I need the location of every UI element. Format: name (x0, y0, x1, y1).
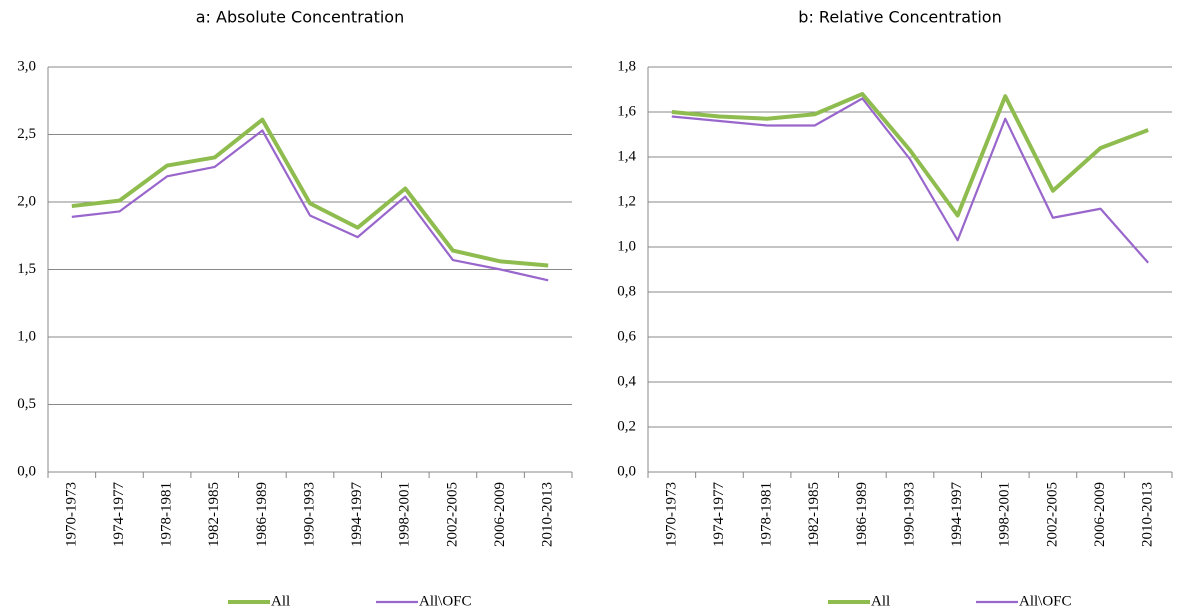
y-tick-label: 3,0 (17, 58, 36, 74)
y-tick-label: 1,8 (617, 58, 636, 74)
x-tick-label: 1998-2001 (397, 482, 413, 547)
y-tick-label: 0,0 (617, 463, 636, 479)
y-tick-label: 0,6 (617, 328, 636, 344)
x-tick-label: 1994-1997 (949, 482, 965, 547)
x-tick-label: 2010-2013 (1140, 482, 1156, 547)
x-tick-label: 1990-1993 (901, 482, 917, 547)
legend-label: All\OFC (1019, 593, 1072, 609)
y-tick-label: 2,0 (17, 193, 36, 209)
chart-title: a: Absolute Concentration (196, 8, 404, 27)
x-tick-label: 1994-1997 (349, 482, 365, 547)
x-tick-label: 2002-2005 (1044, 482, 1060, 547)
x-tick-label: 1978-1981 (159, 482, 175, 547)
y-tick-label: 1,4 (617, 148, 636, 164)
y-tick-label: 0,5 (17, 396, 36, 412)
y-tick-label: 0,0 (17, 463, 36, 479)
legend-label: All (871, 593, 890, 609)
y-tick-label: 0,4 (617, 373, 636, 389)
x-tick-label: 1970-1973 (63, 482, 79, 547)
x-tick-label: 2002-2005 (444, 482, 460, 547)
series-line (71, 117, 549, 268)
legend-label: All (271, 593, 290, 609)
y-tick-label: 1,0 (617, 238, 636, 254)
x-tick-label: 1978-1981 (759, 482, 775, 547)
x-tick-label: 1974-1977 (711, 482, 727, 547)
y-tick-label: 1,2 (617, 193, 636, 209)
series-line (671, 92, 1149, 218)
y-tick-label: 1,0 (17, 328, 36, 344)
x-tick-label: 2006-2009 (492, 482, 508, 547)
x-tick-label: 2006-2009 (1092, 482, 1108, 547)
y-tick-label: 1,5 (17, 261, 36, 277)
legend-label: All\OFC (419, 593, 472, 609)
x-tick-label: 1986-1989 (854, 482, 870, 547)
series-line (71, 129, 549, 282)
x-tick-label: 1982-1985 (806, 482, 822, 547)
x-tick-label: 1974-1977 (111, 482, 127, 547)
y-tick-label: 0,8 (617, 283, 636, 299)
x-tick-label: 1986-1989 (254, 482, 270, 547)
y-tick-label: 2,5 (17, 126, 36, 142)
y-tick-label: 1,6 (617, 103, 636, 119)
x-tick-label: 1970-1973 (663, 482, 679, 547)
x-tick-label: 1982-1985 (206, 482, 222, 547)
x-tick-label: 1998-2001 (997, 482, 1013, 547)
x-tick-label: 1990-1993 (301, 482, 317, 547)
y-tick-label: 0,2 (617, 418, 636, 434)
x-tick-label: 2010-2013 (540, 482, 556, 547)
chart-title: b: Relative Concentration (798, 8, 1001, 27)
series-line (671, 97, 1150, 264)
